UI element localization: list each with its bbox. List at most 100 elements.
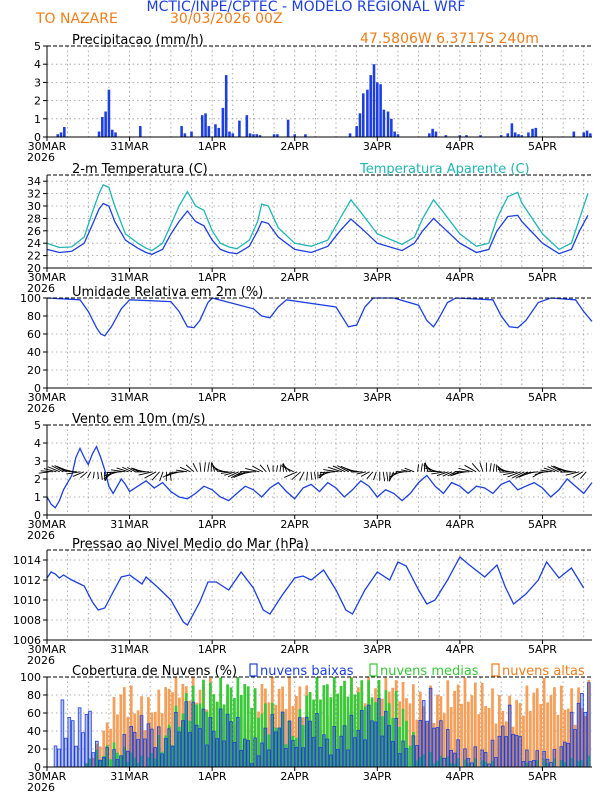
- precip-bar: [217, 127, 221, 137]
- cloud-high-bar: [463, 677, 467, 767]
- y-tick-label: 1: [34, 491, 41, 504]
- precip-bar: [510, 123, 514, 137]
- x-tick-label: 3APR: [363, 271, 392, 284]
- cloud-low-bar: [129, 725, 134, 768]
- cloud-low-bar: [366, 704, 371, 768]
- cloud-low-bar: [428, 687, 433, 768]
- x-tick-label: 31MAR: [110, 770, 149, 783]
- cloud-low-bar: [418, 720, 423, 768]
- cloud-high-bar: [171, 692, 174, 767]
- cloud-low-bar: [562, 741, 567, 768]
- cloud-mid-bar: [184, 693, 188, 767]
- x-tick-label: 4APR: [445, 518, 474, 531]
- y-tick-label: 3: [34, 76, 41, 89]
- wind-arrow: [212, 465, 222, 473]
- cloud-low-bar: [552, 749, 557, 768]
- y-tick-label: 0: [34, 131, 41, 144]
- cloud-mid-bar: [284, 744, 288, 767]
- panel-3: [43, 297, 593, 392]
- wind-arrow: [245, 467, 260, 473]
- precip-bar: [252, 134, 255, 137]
- cloud-low-bar: [270, 714, 275, 768]
- x-tick-label: 3APR: [363, 140, 392, 153]
- wind-arrow: [162, 471, 174, 478]
- cloud-low-bar: [318, 747, 323, 768]
- cloud-low-bar: [256, 755, 261, 768]
- wind-arrow: [580, 471, 587, 479]
- cloud-mid-bar: [422, 754, 426, 767]
- legend-label: nuvens medias: [380, 664, 479, 679]
- x-tick-label: 4APR: [445, 271, 474, 284]
- cloud-mid-bar: [325, 684, 329, 767]
- cloud-low-bar: [363, 739, 367, 768]
- cloud-high-bar: [484, 706, 487, 767]
- cloud-mid-bar: [105, 745, 109, 767]
- cloud-low-bar: [415, 745, 419, 768]
- precip-bar: [348, 133, 352, 137]
- legend-swatch: [369, 663, 378, 677]
- cloud-mid-bar: [95, 749, 99, 767]
- precip-bar: [527, 132, 530, 137]
- wind-arrows: [38, 462, 587, 482]
- cloud-high-bar: [511, 726, 515, 767]
- cloud-high-bar: [153, 711, 157, 767]
- cloud-mid-bar: [226, 684, 229, 767]
- cloud-mid-bar: [257, 717, 260, 767]
- cloud-high-bar: [498, 695, 501, 767]
- cloud-low-bar: [545, 758, 550, 768]
- cloud-mid-bar: [298, 708, 302, 767]
- cloud-mid-bar: [453, 763, 457, 767]
- cloud-mid-bar: [208, 682, 212, 767]
- x-tick-label: 30MAR: [28, 140, 67, 153]
- wind-arrow: [502, 471, 518, 476]
- precip-bar: [458, 135, 462, 137]
- wind-arrow: [360, 471, 370, 477]
- cloud-low-bar: [143, 738, 147, 768]
- wind-arrow: [404, 467, 415, 473]
- wind-arrow: [259, 464, 267, 473]
- precip-bar: [372, 64, 376, 137]
- cloud-low-bar: [115, 759, 120, 768]
- cloud-low-bar: [126, 750, 130, 768]
- cloud-mid-bar: [301, 725, 305, 767]
- cloud-mid-bar: [195, 704, 198, 767]
- cloud-high-bar: [436, 694, 439, 767]
- precip-bar: [107, 89, 111, 137]
- cloud-low-bar: [208, 717, 213, 768]
- y-tick-label: 22: [27, 250, 41, 263]
- y-tick-label: 100: [20, 671, 41, 684]
- cloud-low-bar: [353, 737, 357, 768]
- cloud-high-bar: [535, 688, 539, 767]
- cloud-high-bar: [553, 687, 556, 767]
- cloud-low-bar: [346, 749, 350, 768]
- cloud-low-bar: [229, 721, 233, 768]
- cloud-mid-bar: [546, 763, 549, 767]
- cloud-mid-bar: [274, 727, 278, 767]
- x-tick-label: 31MAR: [110, 271, 149, 284]
- cloud-high-bar: [284, 708, 288, 767]
- cloud-low-bar: [132, 731, 137, 768]
- x-tick-label: 4APR: [445, 140, 474, 153]
- cloud-mid-bar: [205, 711, 209, 767]
- wind-arrow: [557, 468, 573, 473]
- cloud-mid-bar: [408, 745, 412, 767]
- wind-arrow: [346, 469, 360, 473]
- wind-arrow: [159, 471, 164, 482]
- cloud-low-bar: [449, 750, 453, 768]
- cloud-low-bar: [177, 731, 182, 768]
- cloud-mid-bar: [559, 760, 563, 767]
- cloud-mid-bar: [198, 703, 202, 767]
- cloud-low-bar: [452, 752, 457, 768]
- precip-bar: [390, 118, 393, 137]
- cloud-low-bar: [212, 730, 216, 768]
- cloud-mid-bar: [377, 679, 381, 767]
- precip-bar: [444, 135, 448, 137]
- cloud-low-bar: [163, 738, 168, 768]
- wind-arrow: [323, 469, 339, 473]
- wind-arrow: [144, 471, 157, 479]
- cloud-low-bar: [387, 725, 392, 768]
- cloud-low-bar: [277, 727, 281, 768]
- x-tick-label: 30MAR: [28, 518, 67, 531]
- cloud-mid-bar: [253, 688, 257, 767]
- cloud-low-bar: [81, 732, 85, 768]
